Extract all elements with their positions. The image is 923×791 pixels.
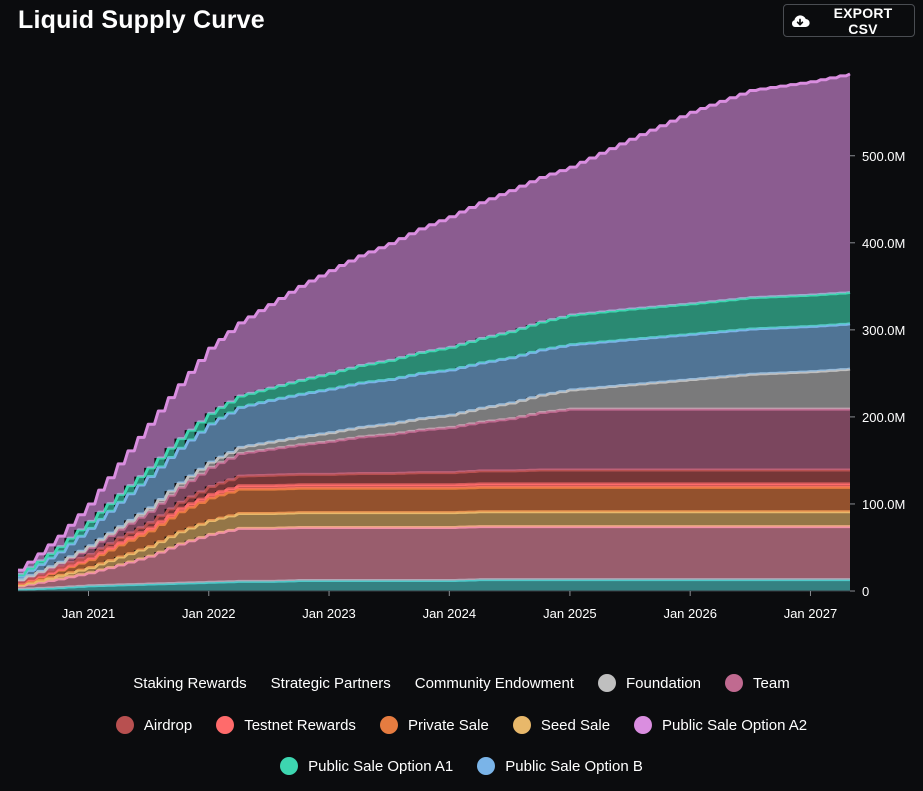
circle-swatch-icon: [725, 674, 744, 692]
cloud-download-icon: [790, 13, 810, 29]
circle-swatch-icon: [634, 716, 653, 734]
circle-swatch-icon: [512, 716, 531, 734]
export-csv-button[interactable]: EXPORT CSV: [783, 4, 915, 37]
circle-swatch-icon: [115, 716, 134, 734]
area-public-sale-option-a1: [18, 292, 850, 577]
legend-label: Team: [753, 674, 790, 692]
legend-label: Foundation: [625, 674, 702, 692]
legend-item[interactable]: Foundation: [597, 674, 702, 692]
legend-row: Public Sale Option A1 Public Sale Option …: [0, 757, 923, 775]
circle-swatch-icon: [597, 674, 616, 692]
legend-label: Public Sale Option B: [505, 757, 643, 775]
circle-swatch-icon: [280, 757, 299, 775]
x-tick-label: Jan 2021: [62, 606, 116, 621]
legend-item[interactable]: Airdrop: [115, 716, 193, 734]
y-tick-label: 100.0M: [862, 497, 905, 512]
liquid-supply-chart: Jan 2021 Jan 2022 Jan 2023 Jan 2024 Jan 2025…: [18, 72, 905, 621]
legend-label: Public Sale Option A2: [662, 716, 808, 734]
legend-item[interactable]: Testnet Rewards: [216, 716, 356, 734]
line-public-sale-option-a2-total: [18, 72, 851, 572]
legend-label: Seed Sale: [540, 716, 611, 734]
x-tick-label: Jan 2025: [543, 606, 597, 621]
legend-item[interactable]: Seed Sale: [512, 716, 611, 734]
area-community-endowment: [18, 511, 850, 586]
chart-title: Liquid Supply Curve: [18, 6, 265, 34]
stacked-areas: [18, 72, 851, 591]
legend-label: Community Endowment: [414, 674, 574, 692]
area-airdrop: [18, 470, 850, 583]
area-private-sale: [18, 487, 850, 585]
legend-item[interactable]: Staking Rewards: [133, 675, 246, 692]
area-team: [18, 409, 850, 582]
area-strategic-partners: [18, 526, 850, 590]
x-tick-label: Jan 2026: [663, 606, 717, 621]
legend-item[interactable]: Public Sale Option A2: [634, 716, 807, 734]
x-tick-label: Jan 2024: [423, 606, 477, 621]
circle-swatch-icon: [216, 716, 235, 734]
y-tick-label: 200.0M: [862, 410, 905, 425]
legend-item[interactable]: Private Sale: [379, 716, 489, 734]
export-csv-label: EXPORT CSV: [833, 4, 893, 37]
y-tick-label: 0: [862, 584, 869, 599]
legend-label: Strategic Partners: [270, 674, 391, 692]
legend-row: Airdrop Testnet Rewards Private Sale Seed S…: [0, 716, 923, 734]
legend-label: Testnet Rewards: [244, 716, 356, 734]
area-public-sale-option-b: [18, 323, 850, 580]
legend-label: Airdrop: [143, 716, 193, 734]
x-tick-label: Jan 2022: [182, 606, 236, 621]
y-tick-label: 500.0M: [862, 149, 905, 164]
legend-label: Private Sale: [407, 716, 489, 734]
y-tick-label: 300.0M: [862, 323, 905, 338]
circle-swatch-icon: [379, 716, 398, 734]
legend-item[interactable]: Community Endowment: [415, 675, 574, 692]
x-tick-label: Jan 2027: [784, 606, 838, 621]
area-public-sale-option-a2-total: [18, 73, 850, 575]
area-foundation: [18, 369, 850, 581]
legend-item[interactable]: Strategic Partners: [271, 675, 391, 692]
legend-label: Public Sale Option A1: [308, 757, 454, 775]
legend-item[interactable]: Team: [725, 674, 790, 692]
legend-item[interactable]: Public Sale Option A1: [280, 757, 453, 775]
circle-swatch-icon: [477, 757, 496, 775]
legend-row: Staking Rewards Strategic Partners Communi…: [0, 674, 923, 692]
y-tick-label: 400.0M: [862, 236, 905, 251]
legend-item[interactable]: Public Sale Option B: [477, 757, 643, 775]
legend-label: Staking Rewards: [133, 674, 247, 692]
x-tick-label: Jan 2023: [302, 606, 356, 621]
